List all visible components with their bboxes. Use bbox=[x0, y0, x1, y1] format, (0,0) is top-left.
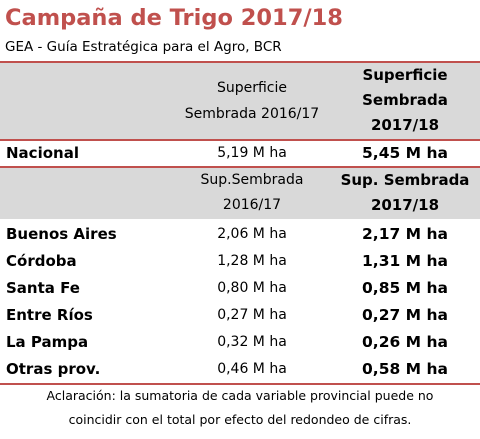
row-label: Santa Fe bbox=[6, 279, 80, 297]
top-divider bbox=[0, 61, 480, 63]
row-label: Otras prov. bbox=[6, 360, 101, 378]
row-value-2017: 2,17 M ha bbox=[362, 225, 448, 243]
bottom-divider bbox=[0, 383, 480, 385]
header-row-national: Superficie Sembrada 2016/17 Superficie S… bbox=[0, 63, 480, 139]
footnote: Aclaración: la sumatoria de cada variabl… bbox=[0, 384, 480, 432]
header-2016-line2: Sembrada 2016/17 bbox=[184, 106, 320, 122]
table-row: La Pampa 0,32 M ha 0,26 M ha bbox=[0, 329, 480, 356]
header-2017-column: Superficie Sembrada 2017/18 bbox=[340, 63, 470, 138]
row-label: Córdoba bbox=[6, 252, 77, 270]
header-2017-line2: Sembrada bbox=[362, 91, 448, 109]
row-value-2016: 0,27 M ha bbox=[217, 307, 287, 323]
header-2016-line1: Superficie bbox=[216, 80, 288, 96]
table-row: Otras prov. 0,46 M ha 0,58 M ha bbox=[0, 356, 480, 383]
table-row-nacional: Nacional 5,19 M ha 5,45 M ha bbox=[0, 141, 480, 166]
header2-2016-line1: Sup.Sembrada bbox=[200, 172, 304, 188]
page-subtitle: GEA - Guía Estratégica para el Agro, BCR bbox=[5, 39, 282, 55]
footnote-line1: Aclaración: la sumatoria de cada variabl… bbox=[46, 388, 434, 403]
table-row: Córdoba 1,28 M ha 1,31 M ha bbox=[0, 248, 480, 275]
page-title: Campaña de Trigo 2017/18 bbox=[5, 5, 343, 31]
footnote-line2: coincidir con el total por efecto del re… bbox=[68, 412, 412, 427]
row-label: Nacional bbox=[6, 144, 79, 162]
row-value-2016: 5,19 M ha bbox=[217, 145, 287, 161]
table-row: Buenos Aires 2,06 M ha 2,17 M ha bbox=[0, 221, 480, 248]
table-row: Santa Fe 0,80 M ha 0,85 M ha bbox=[0, 275, 480, 302]
header2-2016-line2: 2016/17 bbox=[222, 197, 282, 213]
header-2017-line1: Superficie bbox=[362, 66, 448, 84]
row-value-2017: 0,58 M ha bbox=[362, 360, 448, 378]
row-value-2016: 0,46 M ha bbox=[217, 361, 287, 377]
header2-2016-column: Sup.Sembrada 2016/17 bbox=[170, 168, 334, 218]
header-2016-column: Superficie Sembrada 2016/17 bbox=[170, 75, 334, 127]
row-value-2017: 5,45 M ha bbox=[362, 144, 448, 162]
row-value-2016: 0,80 M ha bbox=[217, 280, 287, 296]
table-row: Entre Ríos 0,27 M ha 0,27 M ha bbox=[0, 302, 480, 329]
nacional-bottom-divider bbox=[0, 166, 480, 168]
row-value-2016: 1,28 M ha bbox=[217, 253, 287, 269]
nacional-top-divider bbox=[0, 139, 480, 141]
row-value-2017: 0,27 M ha bbox=[362, 306, 448, 324]
row-label: Entre Ríos bbox=[6, 306, 93, 324]
row-value-2017: 0,26 M ha bbox=[362, 333, 448, 351]
header-row-provinces: Sup.Sembrada 2016/17 Sup. Sembrada 2017/… bbox=[0, 168, 480, 219]
row-label: La Pampa bbox=[6, 333, 89, 351]
row-value-2016: 0,32 M ha bbox=[217, 334, 287, 350]
header2-2017-column: Sup. Sembrada 2017/18 bbox=[340, 168, 470, 218]
row-value-2017: 0,85 M ha bbox=[362, 279, 448, 297]
province-table-body: Buenos Aires 2,06 M ha 2,17 M ha Córdoba… bbox=[0, 221, 480, 383]
header2-2017-line1: Sup. Sembrada bbox=[340, 171, 470, 189]
header2-2017-line2: 2017/18 bbox=[370, 196, 440, 214]
row-label: Buenos Aires bbox=[6, 225, 117, 243]
row-value-2016: 2,06 M ha bbox=[217, 226, 287, 242]
header-2017-line3: 2017/18 bbox=[370, 116, 440, 134]
row-value-2017: 1,31 M ha bbox=[362, 252, 448, 270]
